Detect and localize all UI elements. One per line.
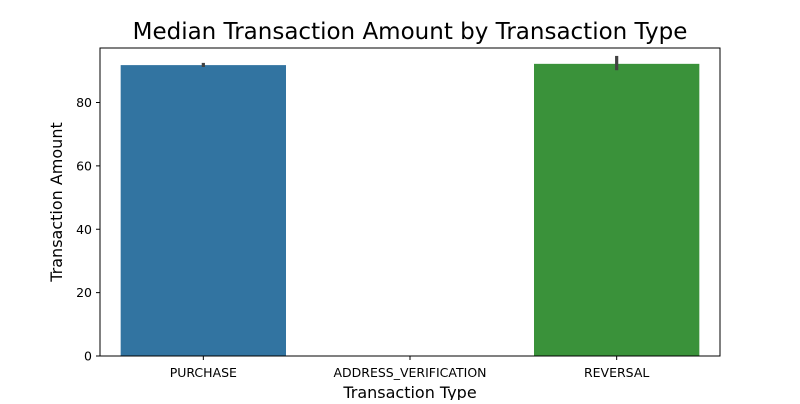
x-axis: PURCHASE ADDRESS_VERIFICATION REVERSAL [170, 356, 649, 380]
y-tick-label: 40 [76, 222, 92, 237]
y-axis: 0 20 40 60 80 [76, 95, 100, 364]
y-tick-label: 80 [76, 95, 92, 110]
y-axis-label: Transaction Amount [47, 122, 66, 283]
chart-title: Median Transaction Amount by Transaction… [133, 19, 688, 45]
error-bars-group [201, 55, 619, 71]
y-tick-label: 0 [84, 349, 92, 364]
y-tick-label: 60 [76, 158, 92, 173]
bar-purchase [120, 65, 287, 356]
plot-frame [99, 47, 721, 357]
y-tick-label: 20 [76, 285, 92, 300]
x-tick-label: PURCHASE [170, 365, 237, 380]
x-axis-label: Transaction Type [342, 383, 476, 400]
x-tick-label: ADDRESS_VERIFICATION [333, 365, 486, 380]
bar-reversal [534, 63, 700, 356]
x-tick-label: REVERSAL [584, 365, 649, 380]
bars-group [120, 63, 700, 356]
